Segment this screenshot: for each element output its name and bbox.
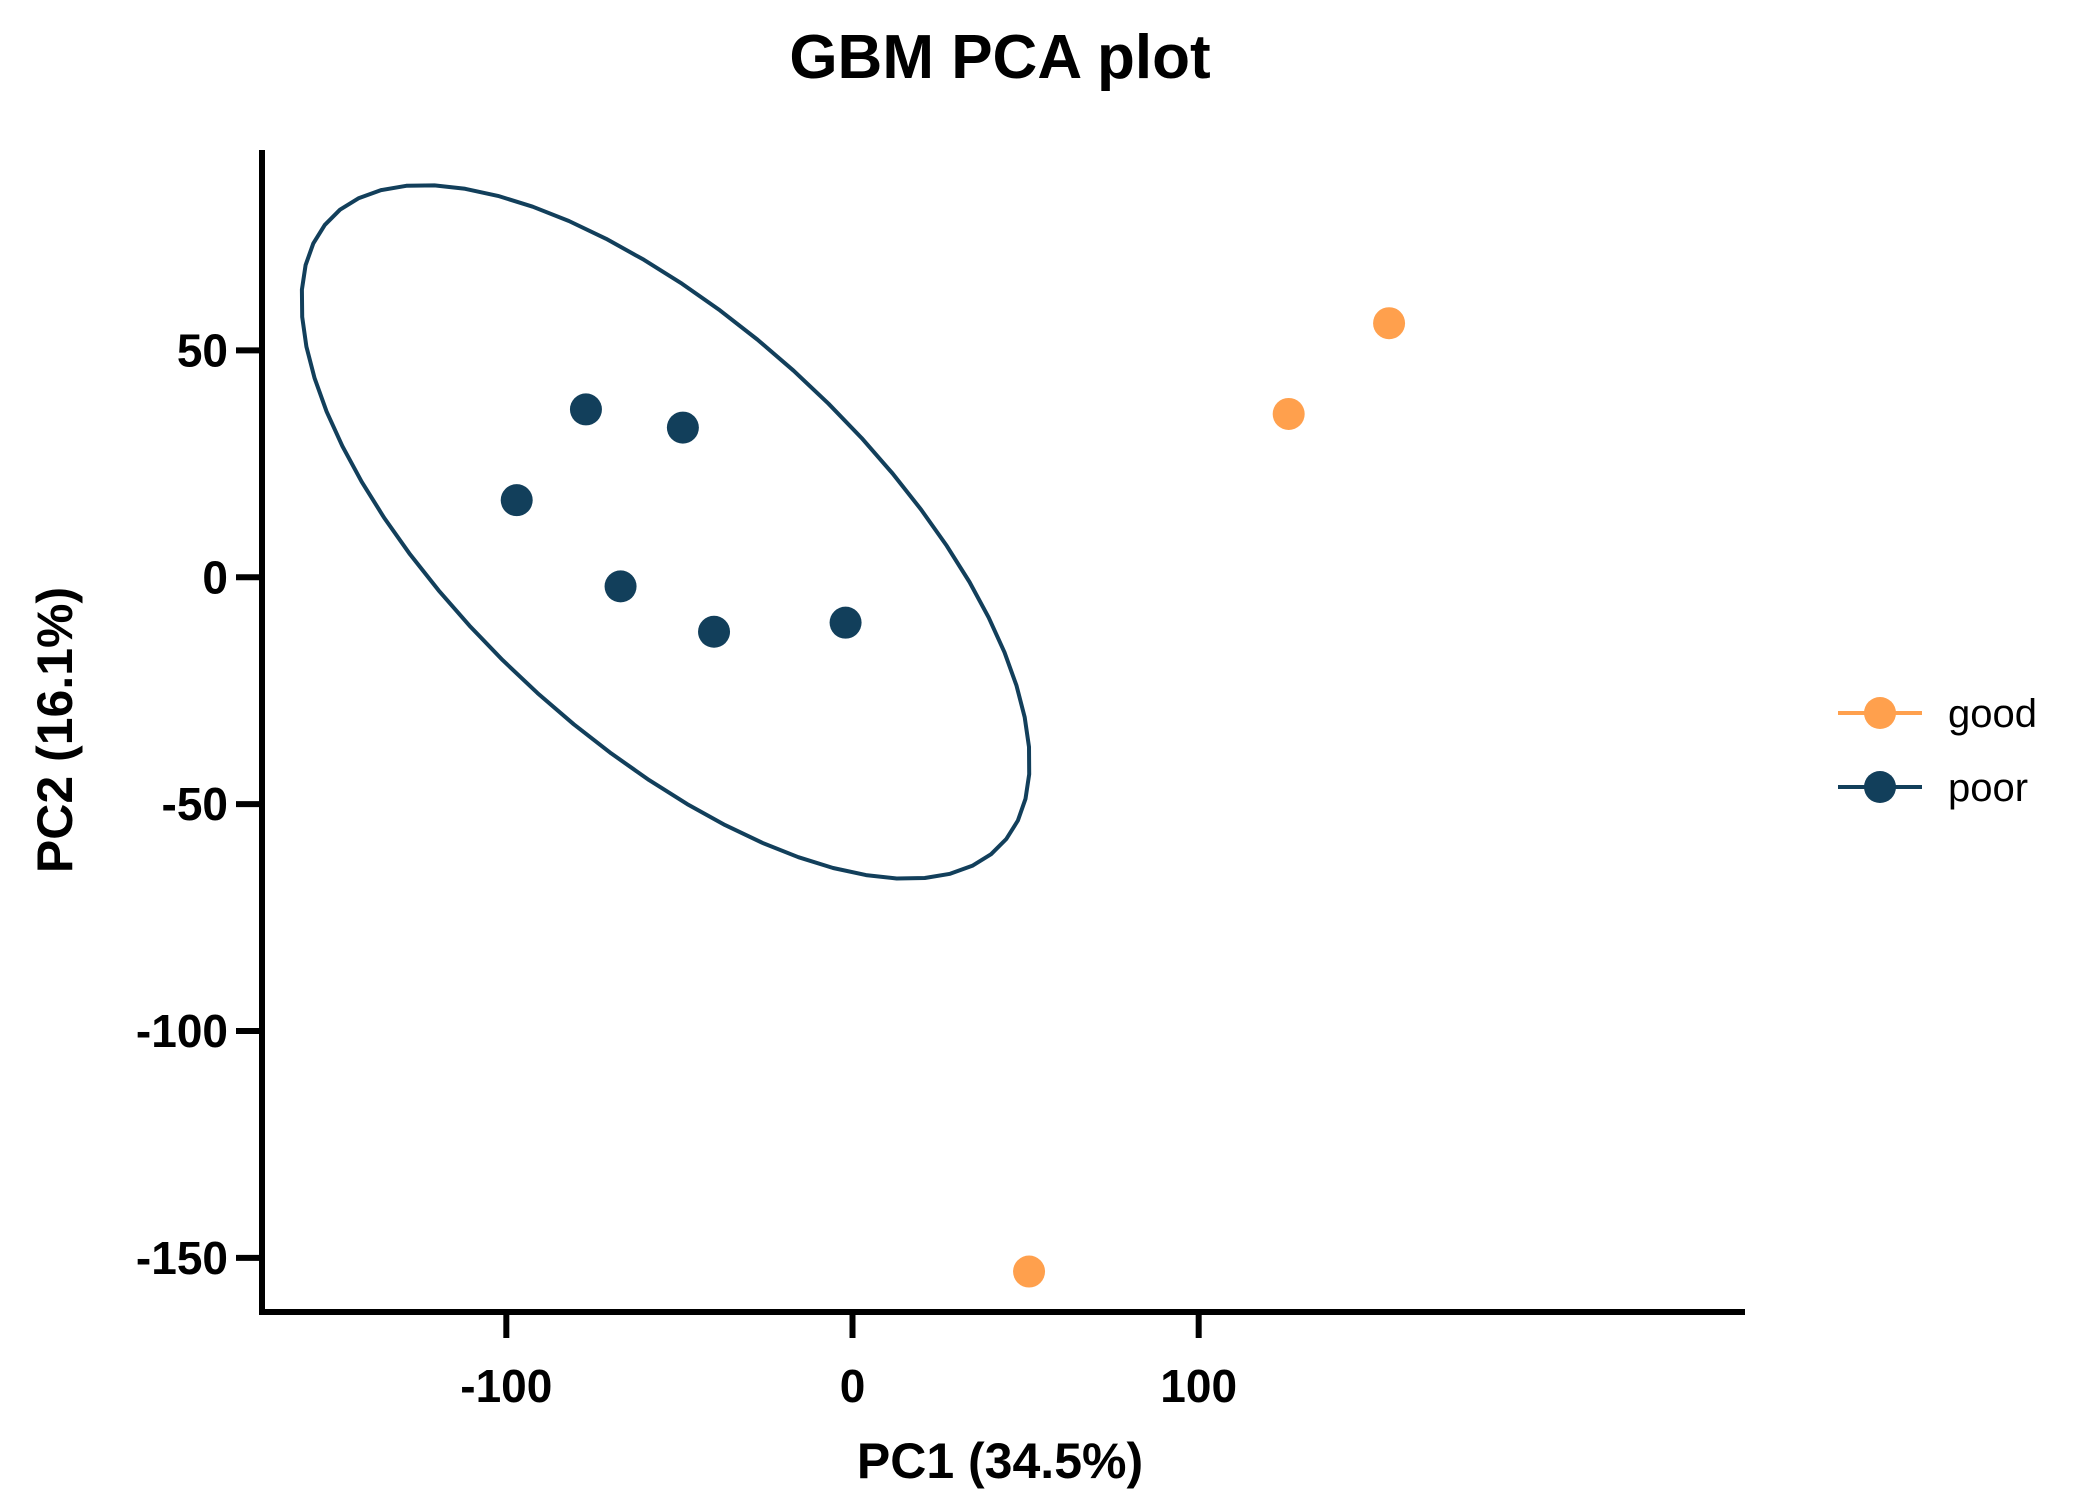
poor-data-point xyxy=(604,570,637,603)
chart-title: GBM PCA plot xyxy=(789,23,1210,92)
poor-data-point xyxy=(829,606,862,639)
legend: good poor xyxy=(1838,692,2037,810)
poor-data-point xyxy=(698,615,731,648)
y-tick-label: -100 xyxy=(136,1005,228,1057)
y-tick-label: 0 xyxy=(202,551,228,603)
good-data-point xyxy=(1013,1255,1046,1288)
good-data-point xyxy=(1272,397,1305,430)
poor-data-point xyxy=(666,411,699,444)
plot-area: 50 0 -50 -100 -150 -100 0 100 xyxy=(136,150,1745,1412)
legend-marker xyxy=(1864,771,1896,803)
x-axis-label: PC1 (34.5%) xyxy=(857,1433,1143,1489)
x-tick-label: 100 xyxy=(1160,1360,1237,1412)
good-data-point xyxy=(1373,307,1406,340)
poor-data-point xyxy=(569,393,602,426)
x-tick-label: 0 xyxy=(840,1360,866,1412)
legend-marker xyxy=(1864,697,1896,729)
legend-item-good: good xyxy=(1838,692,2037,736)
y-tick-label: -150 xyxy=(136,1232,228,1284)
legend-label: good xyxy=(1948,692,2037,736)
y-tick-label: -50 xyxy=(162,778,228,830)
y-axis-label: PC2 (16.1%) xyxy=(27,587,83,873)
y-tick-label: 50 xyxy=(177,324,228,376)
poor-confidence-ellipse xyxy=(299,183,1032,881)
legend-item-poor: poor xyxy=(1838,766,2028,810)
legend-label: poor xyxy=(1948,766,2028,810)
poor-data-point xyxy=(500,484,533,517)
x-tick-label: -100 xyxy=(460,1360,552,1412)
